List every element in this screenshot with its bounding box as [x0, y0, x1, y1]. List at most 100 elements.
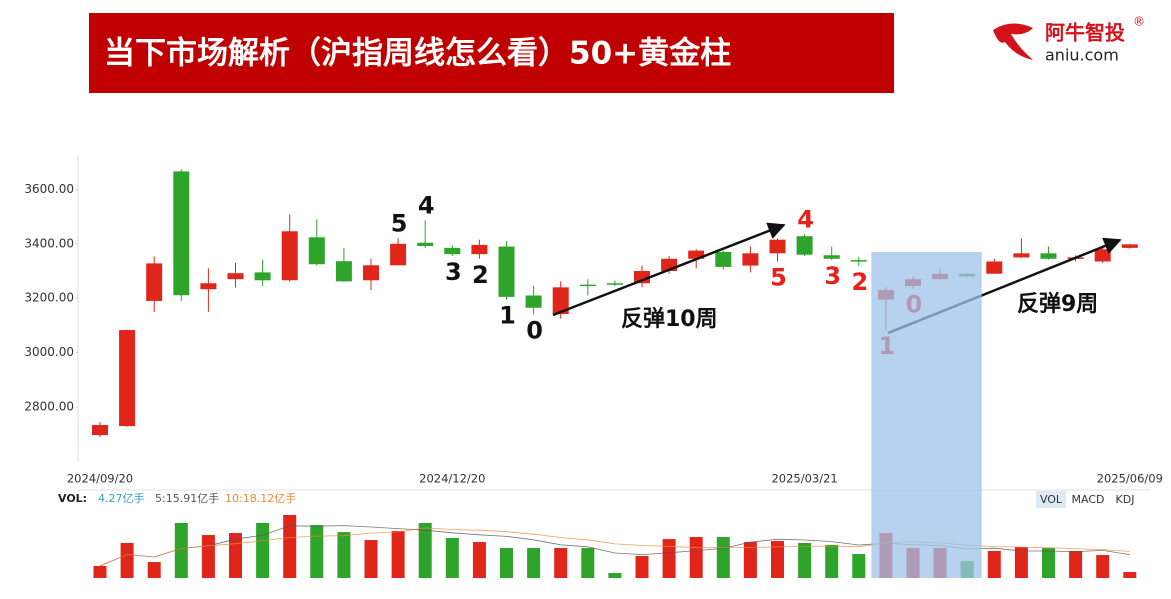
candle-body — [769, 239, 786, 254]
candle-body — [850, 260, 867, 262]
volume-bar — [1069, 550, 1083, 578]
candle-body — [796, 236, 813, 255]
volume-bar — [662, 539, 676, 578]
volume-bar — [987, 550, 1001, 578]
volume-bar — [1014, 547, 1028, 578]
volume-bar — [364, 540, 378, 578]
volume-bar — [1096, 555, 1110, 578]
volume-bar — [500, 548, 513, 578]
annotation: 5 — [391, 209, 408, 237]
candle-body — [498, 246, 515, 297]
volume-bar — [283, 515, 297, 578]
candle-body — [417, 242, 434, 246]
candle-body — [1121, 244, 1138, 248]
volume-bar — [418, 522, 432, 578]
candle-body — [823, 255, 840, 259]
volume-bar — [174, 522, 188, 578]
volume-bar — [391, 530, 405, 578]
candle-body — [552, 287, 569, 315]
candle-body — [92, 425, 108, 436]
annotation: 0 — [526, 317, 543, 345]
y-tick-label: 3200.00 — [24, 291, 74, 305]
volume-bar — [93, 565, 107, 578]
highlight-zone — [871, 252, 982, 578]
y-tick-label: 3400.00 — [24, 236, 74, 250]
y-tick-label: 3000.00 — [24, 345, 74, 359]
volume-bar — [689, 536, 703, 578]
annotation: 5 — [770, 263, 787, 291]
tab[interactable]: KDJ — [1116, 493, 1135, 506]
candle-body — [606, 283, 623, 285]
logo-text: 阿牛智投 — [1045, 21, 1125, 45]
logo-icon — [993, 23, 1033, 60]
x-tick-label: 2025/06/09 — [1097, 472, 1163, 486]
volume-bar — [201, 535, 215, 578]
candle-body — [173, 171, 190, 296]
volume-bar — [445, 537, 459, 578]
annotation: 4 — [418, 191, 435, 219]
candle-body — [986, 261, 1003, 274]
annotation: 2 — [472, 261, 489, 289]
volume-bar — [147, 562, 161, 578]
candle-body — [281, 231, 298, 281]
volume-bar — [120, 543, 134, 578]
volume-bar — [608, 572, 622, 578]
candle-body — [688, 250, 705, 259]
candle-body — [1013, 253, 1030, 258]
candle-body — [525, 295, 542, 308]
candle-body — [715, 251, 732, 267]
volume-bar — [337, 532, 351, 578]
volume-bar — [310, 525, 324, 578]
candle-body — [254, 272, 271, 281]
volume-label: VOL: — [58, 492, 87, 505]
candle-body — [444, 247, 461, 255]
volume-bar — [554, 548, 568, 578]
annotation: 2 — [851, 268, 868, 296]
volume-bar — [852, 554, 866, 578]
volume-bar — [798, 543, 812, 578]
x-tick-label: 2024/12/20 — [419, 472, 485, 486]
volume-bar — [716, 536, 730, 578]
candle-body — [634, 271, 650, 284]
candle-body — [363, 265, 379, 281]
candle-body — [308, 237, 325, 265]
y-tick-label: 2800.00 — [24, 400, 74, 414]
candle-body — [390, 243, 407, 266]
volume-bar — [635, 556, 649, 578]
candle-body — [146, 263, 163, 301]
candle-body — [1094, 249, 1111, 262]
y-tick-label: 3600.00 — [24, 182, 74, 196]
annotation: 3 — [445, 258, 462, 286]
candle-body — [200, 283, 217, 290]
rebound-label: 反弹9周 — [1017, 292, 1098, 317]
volume-bar — [581, 548, 595, 578]
title: 当下市场解析（沪指周线怎么看）50+黄金柱 — [104, 36, 731, 72]
volume-bar — [771, 541, 784, 578]
candle-body — [227, 273, 244, 280]
volume-bar — [472, 542, 486, 578]
volume-bar — [1123, 572, 1137, 578]
volume-bar — [1042, 548, 1055, 578]
volume-bar — [229, 533, 242, 578]
candle-body — [742, 253, 759, 266]
volume-legend: 5:15.91亿手 — [155, 491, 219, 505]
candle-body — [1040, 253, 1057, 259]
x-tick-label: 2024/09/20 — [67, 472, 133, 486]
candle-body — [335, 261, 352, 282]
volume-bar — [825, 544, 839, 578]
logo-site: aniu.com — [1045, 46, 1119, 65]
arrow — [552, 222, 786, 317]
annotation: 3 — [824, 262, 841, 290]
volume-bar — [743, 542, 757, 578]
volume-bar — [256, 522, 270, 578]
annotation: 4 — [797, 205, 814, 233]
tab-bg — [1036, 491, 1066, 508]
candle-body — [579, 284, 596, 287]
tab[interactable]: MACD — [1072, 493, 1105, 506]
rebound-label: 反弹10周 — [621, 307, 718, 332]
volume-bar — [527, 548, 541, 578]
logo-registered: ® — [1133, 15, 1145, 29]
tab[interactable]: VOL — [1040, 493, 1063, 506]
candle-body — [471, 244, 488, 255]
